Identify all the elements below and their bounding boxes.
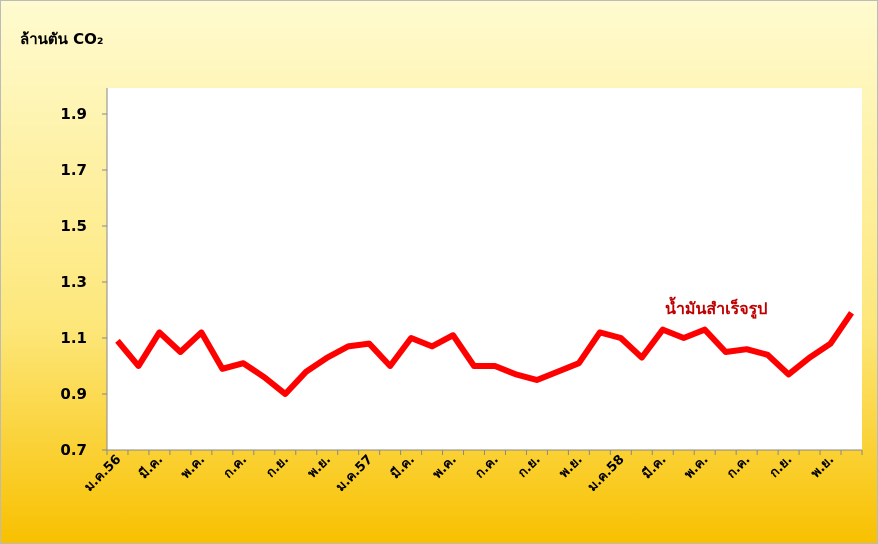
- y-tick-label: 0.9: [60, 385, 87, 403]
- y-tick-label: 0.7: [60, 441, 87, 459]
- y-tick-label: 1.5: [60, 217, 87, 235]
- y-tick-label: 1.9: [60, 105, 87, 123]
- y-axis-label: ล้านตัน CO₂: [20, 30, 103, 48]
- plot-area: [107, 88, 862, 450]
- series-label: น้ำมันสำเร็จรูป: [665, 296, 767, 320]
- y-tick-label: 1.1: [60, 329, 87, 347]
- y-tick-label: 1.7: [60, 161, 87, 179]
- y-tick-label: 1.3: [60, 273, 87, 291]
- line-series: [115, 311, 854, 397]
